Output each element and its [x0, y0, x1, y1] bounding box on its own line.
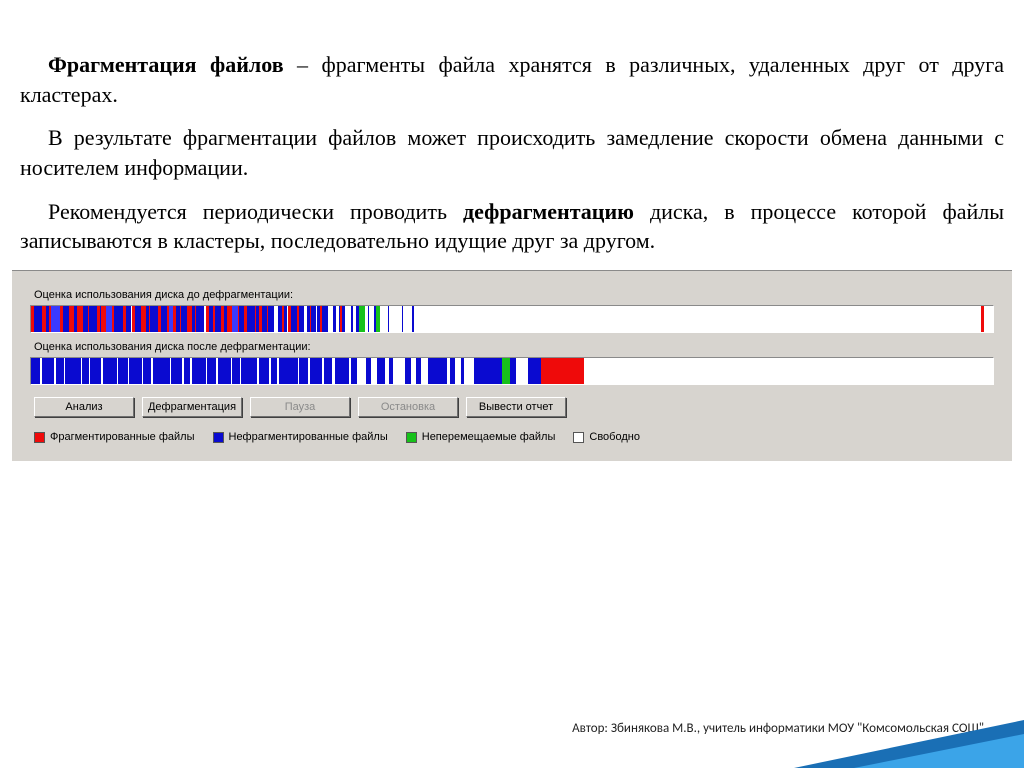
stripe: [279, 358, 298, 384]
stripe: [114, 306, 123, 332]
legend-item: Неперемещаемые файлы: [406, 431, 556, 443]
legend-swatch: [573, 432, 584, 443]
stripe: [51, 306, 60, 332]
stripe: [380, 306, 388, 332]
label-after: Оценка использования диска после дефрагм…: [34, 341, 994, 353]
stripe: [196, 306, 204, 332]
stripe: [232, 358, 240, 384]
usage-bar-before: [30, 305, 994, 333]
stripe: [414, 306, 981, 332]
stripe: [324, 358, 332, 384]
stripe: [56, 358, 64, 384]
stripe: [118, 358, 127, 384]
stripe: [393, 358, 405, 384]
stripe: [207, 358, 216, 384]
defrag-window: Оценка использования диска до дефрагмент…: [12, 270, 1012, 462]
stripe: [403, 306, 412, 332]
stripe: [528, 358, 540, 384]
term-defragmentation: дефрагментацию: [463, 199, 634, 224]
term-fragmentation: Фрагментация файлов: [48, 52, 284, 77]
legend: Фрагментированные файлы Нефрагментированн…: [34, 431, 994, 443]
stripe: [584, 358, 990, 384]
stripe: [129, 358, 141, 384]
legend-label: Неперемещаемые файлы: [422, 431, 556, 443]
stripe: [474, 358, 502, 384]
stripe: [299, 358, 308, 384]
stripe: [357, 358, 366, 384]
stripe: [90, 358, 101, 384]
stripe: [389, 306, 401, 332]
stripe: [31, 358, 40, 384]
stripe: [241, 358, 257, 384]
stripe: [421, 358, 429, 384]
stripe: [143, 358, 151, 384]
legend-item: Фрагментированные файлы: [34, 431, 195, 443]
stripe: [150, 306, 158, 332]
stripe: [192, 358, 206, 384]
stripe: [218, 358, 230, 384]
stripe: [34, 306, 42, 332]
button-пауза: Пауза: [250, 397, 350, 417]
stripe: [247, 306, 255, 332]
button-дефрагментация[interactable]: Дефрагментация: [142, 397, 242, 417]
legend-swatch: [213, 432, 224, 443]
usage-bar-after: [30, 357, 994, 385]
stripe: [377, 358, 385, 384]
stripe: [42, 358, 54, 384]
legend-item: Нефрагментированные файлы: [213, 431, 388, 443]
paragraph-1: Фрагментация файлов – фрагменты файла хр…: [20, 50, 1004, 109]
stripe: [464, 358, 473, 384]
decor-triangle-light: [854, 734, 1024, 768]
legend-swatch: [34, 432, 45, 443]
stripe: [310, 358, 322, 384]
stripe: [153, 358, 170, 384]
legend-label: Нефрагментированные файлы: [229, 431, 388, 443]
stripe: [171, 358, 182, 384]
button-вывести отчет[interactable]: Вывести отчет: [466, 397, 566, 417]
button-анализ[interactable]: Анализ: [34, 397, 134, 417]
stripe: [516, 358, 528, 384]
legend-label: Свободно: [589, 431, 640, 443]
label-before: Оценка использования диска до дефрагмент…: [34, 289, 994, 301]
legend-label: Фрагментированные файлы: [50, 431, 195, 443]
stripe: [103, 358, 117, 384]
paragraph-2: В результате фрагментации файлов может п…: [20, 123, 1004, 182]
stripe: [335, 358, 349, 384]
legend-swatch: [406, 432, 417, 443]
stripe: [541, 358, 585, 384]
paragraph-3: Рекомендуется периодически проводить деф…: [20, 197, 1004, 256]
button-row: Анализ Дефрагментация Пауза Остановка Вывест…: [34, 397, 994, 417]
legend-item: Свободно: [573, 431, 640, 443]
stripe: [89, 306, 97, 332]
stripe: [428, 358, 447, 384]
button-остановка: Остановка: [358, 397, 458, 417]
stripe: [65, 358, 81, 384]
stripe: [259, 358, 270, 384]
stripe: [502, 358, 510, 384]
stripe: [984, 306, 990, 332]
